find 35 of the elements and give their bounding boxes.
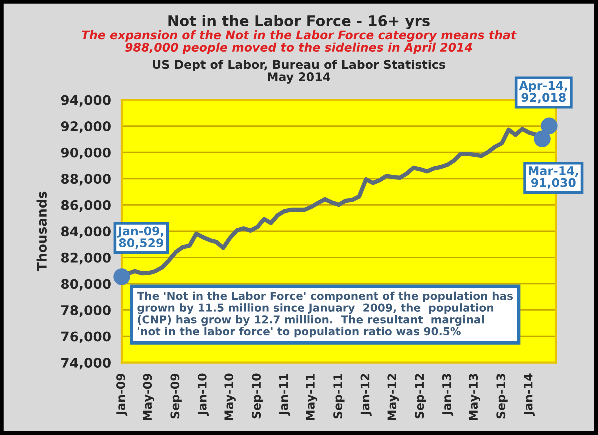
y-tick-label: 94,000: [61, 95, 111, 107]
y-tick-label: 82,000: [61, 252, 111, 265]
y-axis-title: Thousands: [36, 192, 47, 272]
y-tick-label: 78,000: [62, 305, 111, 318]
x-tick-label: Sep-13: [496, 374, 508, 419]
text: US Dept of Labor, Bureau of Labor Statistics May 2014: [153, 60, 446, 84]
x-tick-label: Sep-10: [252, 374, 264, 419]
x-tick-label: May-09: [143, 374, 154, 420]
y-tick-label: 74,000: [62, 358, 111, 370]
annotation: The 'Not in the Labor Force' component of the population has grown by 11.5 million since January 2009, the population (CNP) has grow by 12.7 milllion. The resultant marginal 'not in the labor force' to population ratio was 90.5%: [137, 292, 513, 338]
y-tick-label: 88,000: [61, 174, 111, 186]
x-tick-label: Jan-10: [198, 374, 210, 416]
x-tick-label: Jan-12: [360, 374, 372, 416]
y-tick-label: 80,000: [61, 279, 111, 291]
chart-title: Not in the Labor Force - 16+ yrs: [168, 15, 430, 30]
x-tick-label: Jan-11: [280, 374, 290, 416]
annotation: Jan-09, 80,529: [117, 226, 164, 249]
x-tick-label: Jan-09: [116, 374, 128, 416]
x-tick-label: Jan-13: [442, 374, 454, 416]
x-tick-label: May-12: [388, 374, 399, 420]
x-tick-label: May-13: [469, 374, 480, 420]
y-tick-label: 76,000: [62, 332, 111, 344]
chart-subtitle: The expansion of the Not in the Labor Force category means that 988,000 people moved to the sidelines in April 2014: [82, 30, 517, 54]
x-tick-label: Sep-12: [415, 374, 426, 419]
annotation: Apr-14, 92,018: [519, 81, 568, 104]
y-tick-label: 90,000: [61, 148, 111, 160]
x-tick-label: May-10: [224, 374, 236, 420]
y-tick-label: 86,000: [61, 200, 111, 212]
x-tick-label: Sep-09: [170, 374, 182, 419]
annotation: Mar-14, 91,030: [529, 166, 578, 189]
y-tick-label: 84,000: [61, 226, 111, 238]
x-tick-label: May-11: [306, 374, 318, 420]
x-tick-label: Jan-14: [524, 374, 535, 416]
y-tick-label: 92,000: [61, 122, 111, 134]
x-tick-label: Sep-11: [334, 374, 345, 419]
